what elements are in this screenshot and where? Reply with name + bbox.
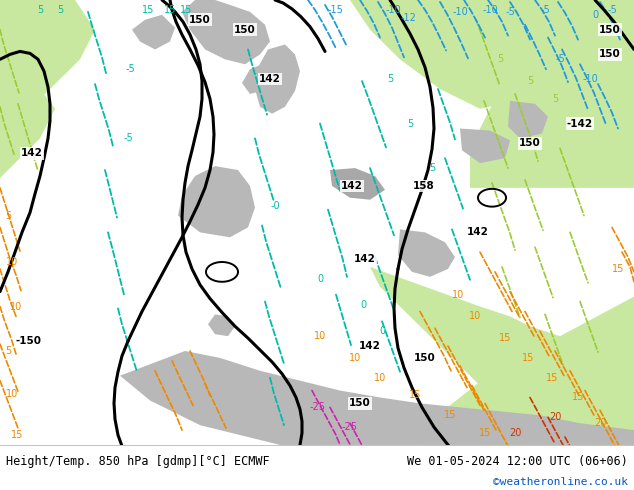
Polygon shape [242,64,268,94]
Polygon shape [208,315,235,336]
Text: 142: 142 [359,341,381,351]
Text: -5: -5 [123,133,133,144]
Text: 5: 5 [552,94,558,104]
Polygon shape [0,89,55,178]
Text: 150: 150 [234,24,256,35]
Text: 5: 5 [527,76,533,86]
Text: -142: -142 [567,119,593,128]
Text: 10: 10 [469,311,481,321]
Text: 5: 5 [5,211,11,220]
Text: -10: -10 [582,74,598,84]
Text: 150: 150 [414,353,436,363]
Text: 5: 5 [387,74,393,84]
Text: 0: 0 [592,10,598,20]
Text: -5: -5 [540,5,550,15]
Text: 15: 15 [180,5,192,15]
Polygon shape [178,166,255,237]
Text: 10: 10 [314,331,326,341]
Text: -15: -15 [327,5,343,15]
Text: 15: 15 [546,373,558,383]
Text: -150: -150 [15,336,41,346]
Text: 10: 10 [6,389,18,398]
Text: We 01-05-2024 12:00 UTC (06+06): We 01-05-2024 12:00 UTC (06+06) [407,455,628,468]
Text: -25: -25 [310,402,326,413]
Text: 142: 142 [259,74,281,84]
Text: 15: 15 [479,428,491,438]
Text: 142: 142 [21,148,43,158]
Text: 0: 0 [317,274,323,284]
Polygon shape [470,0,634,188]
Text: 5: 5 [37,5,43,15]
Text: 15: 15 [444,410,456,420]
Text: 15: 15 [409,391,421,400]
Text: 20: 20 [549,412,561,422]
Polygon shape [182,0,270,64]
Polygon shape [420,296,634,445]
Text: 15: 15 [142,5,154,15]
Text: 5: 5 [429,163,435,173]
Text: 20: 20 [509,428,521,438]
Text: 10: 10 [452,290,464,300]
Text: 15: 15 [522,353,534,363]
Text: 150: 150 [599,49,621,59]
Text: 15: 15 [499,333,511,343]
Text: 150: 150 [519,138,541,148]
Text: 10: 10 [374,373,386,383]
Text: 150: 150 [599,24,621,35]
Polygon shape [460,128,510,163]
Text: -10: -10 [452,7,468,17]
Text: 158: 158 [413,181,435,191]
Text: 15: 15 [11,430,23,440]
Text: 5: 5 [497,54,503,64]
Text: -5: -5 [505,7,515,17]
Text: ©weatheronline.co.uk: ©weatheronline.co.uk [493,477,628,487]
Text: -10: -10 [385,5,401,15]
Text: 15: 15 [612,264,624,274]
Polygon shape [370,267,634,445]
Text: 5: 5 [407,119,413,128]
Text: 142: 142 [467,227,489,237]
Polygon shape [508,101,548,138]
Polygon shape [255,45,300,114]
Polygon shape [398,229,455,277]
Text: -12: -12 [400,13,416,23]
Text: Height/Temp. 850 hPa [gdmp][°C] ECMWF: Height/Temp. 850 hPa [gdmp][°C] ECMWF [6,455,269,468]
Text: -10: -10 [482,5,498,15]
Text: 15: 15 [572,392,584,402]
Text: 5: 5 [5,346,11,356]
Text: 0: 0 [360,299,366,310]
Text: 20: 20 [594,418,606,428]
Text: 15: 15 [164,5,176,15]
Text: 142: 142 [354,254,376,264]
Text: 5: 5 [57,5,63,15]
Text: -5: -5 [607,5,617,15]
Text: 150: 150 [189,15,211,25]
Text: -25: -25 [342,422,358,432]
Text: 10: 10 [349,353,361,363]
Text: 10: 10 [6,257,18,267]
Text: -5: -5 [125,64,135,74]
Polygon shape [350,0,634,109]
Text: -0: -0 [270,200,280,211]
Text: 10: 10 [10,301,22,312]
Text: -5: -5 [555,54,565,64]
Polygon shape [132,15,175,49]
Text: 0: 0 [379,326,385,336]
Polygon shape [120,351,634,445]
Polygon shape [330,168,385,200]
Polygon shape [0,0,95,128]
Text: 150: 150 [349,398,371,408]
Text: 142: 142 [341,181,363,191]
